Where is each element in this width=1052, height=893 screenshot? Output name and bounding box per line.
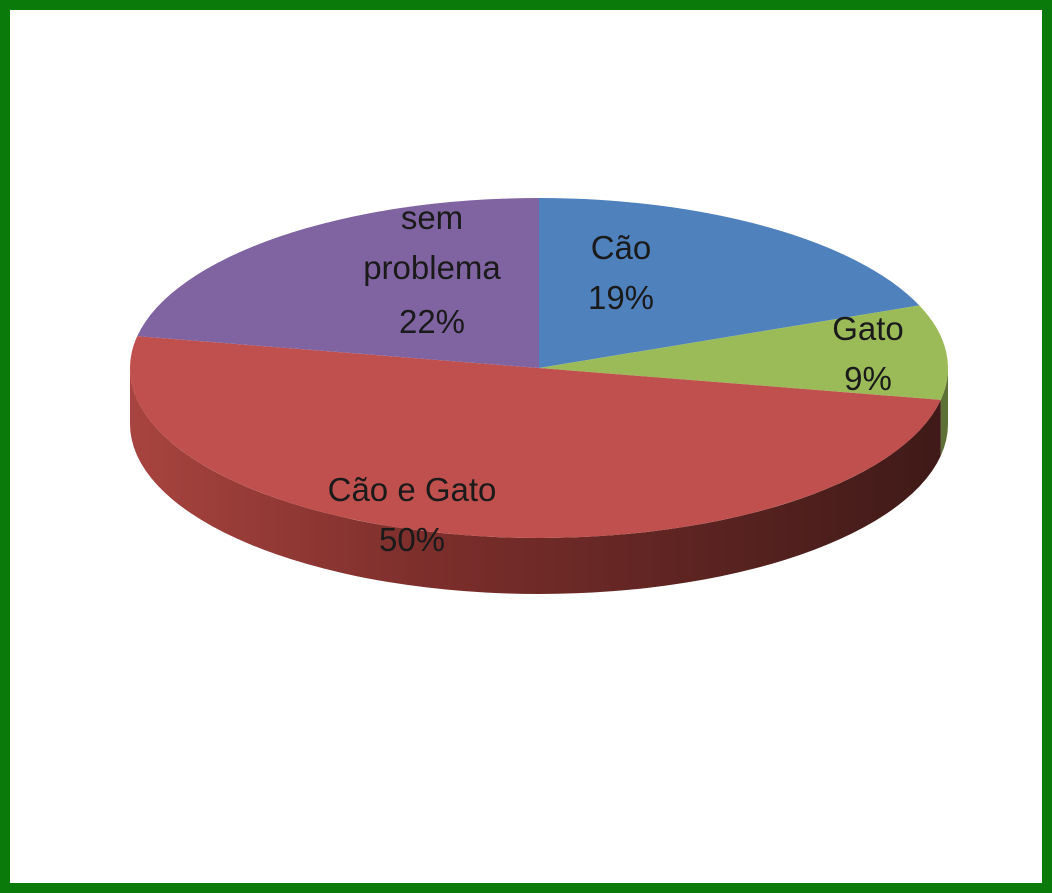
pie-side	[130, 368, 948, 595]
pie-labels: Cão 19% Gato 9% Cão e Gato 50% sem problema 22%	[328, 199, 904, 558]
slice-label-0-0: Cão	[591, 229, 652, 266]
pie-side-1	[940, 368, 948, 456]
slice-label-2-0: Cão e Gato	[328, 471, 497, 508]
slice-label-1-1: 9%	[844, 360, 892, 397]
slice-label-1-0: Gato	[832, 310, 904, 347]
pie-slice-cão-e-gato	[129, 336, 941, 538]
pie-slice-cão	[539, 198, 920, 368]
pie-slice-gato	[539, 305, 949, 400]
pie-slice-sem-problema	[137, 198, 539, 368]
slice-label-3-2: 22%	[399, 303, 465, 340]
slice-label-3-1: problema	[363, 249, 501, 286]
pie-side-2	[130, 368, 941, 595]
slice-label-0-1: 19%	[588, 279, 654, 316]
slice-label-3-0: sem	[401, 199, 463, 236]
pie-top	[129, 198, 949, 538]
slice-label-2-1: 50%	[379, 521, 445, 558]
